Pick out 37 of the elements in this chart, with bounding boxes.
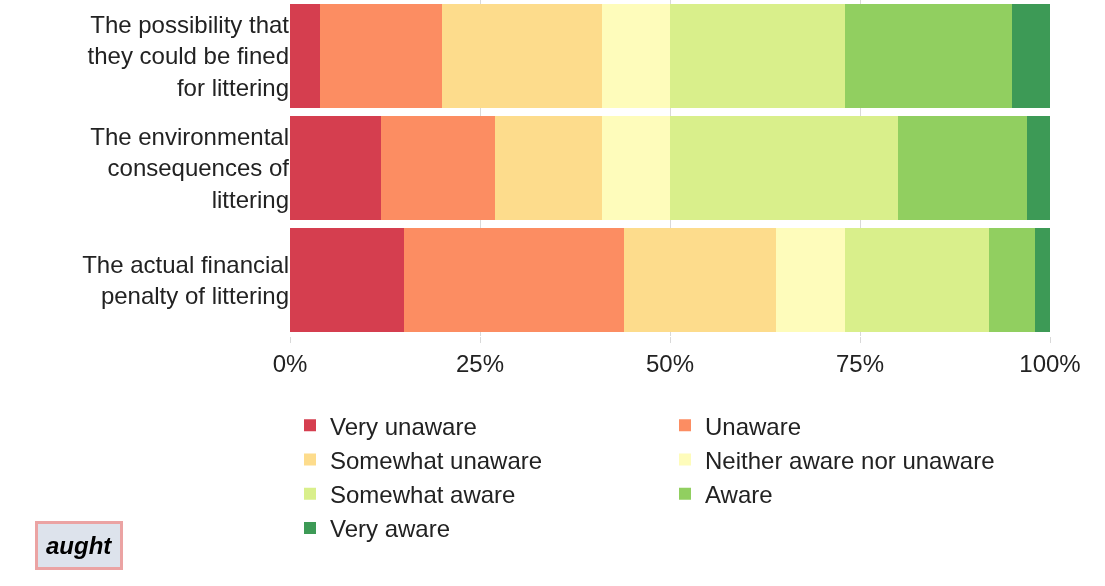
bar [844,228,990,332]
y-tick-label: The actual financial penalty of littering [82,250,289,309]
y-tick-label: The possibility that they could be fined for littering [87,11,290,101]
bar [670,4,845,108]
bar [898,116,1028,220]
bar [290,228,404,332]
x-tick-label: 75% [835,349,885,377]
legend-label: Aware [705,481,773,509]
bar [442,4,602,108]
bar [989,228,1035,332]
y-tick-label: The environmental consequences of littering [90,123,290,213]
bar [320,4,442,108]
bar [1034,228,1050,332]
bar [670,116,898,220]
bar [601,116,670,220]
bar [290,116,382,220]
legend-label: Very unaware [330,412,477,440]
bar [1012,4,1050,108]
bar [381,116,496,220]
legend-label: Somewhat aware [330,481,516,509]
legend-label: Unaware [705,412,802,440]
legend-label: Somewhat unaware [330,446,543,474]
bar [404,228,625,332]
bar [776,228,845,332]
x-tick-label: 100% [1019,349,1081,377]
text: aught [46,532,113,559]
bar [601,4,670,108]
x-tick-label: 0% [272,349,308,377]
legend-label: Neither aware nor unaware [705,446,995,474]
bar [290,4,321,108]
bar [1027,116,1050,220]
x-tick-label: 50% [645,349,695,377]
legend-label: Very aware [330,515,451,543]
bar [495,116,602,220]
bar [844,4,1012,108]
bar [624,228,777,332]
x-tick-label: 25% [455,349,505,377]
